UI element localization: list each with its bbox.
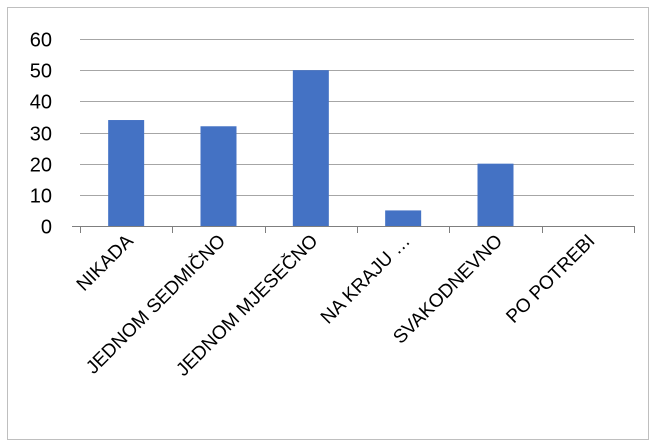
x-tick-label: PO POTREBI <box>502 231 599 328</box>
y-axis-tick-labels: 0 10 20 30 40 50 60 <box>30 30 52 239</box>
bar <box>292 70 329 227</box>
y-tick-label: 10 <box>30 186 52 208</box>
y-tick-label: 0 <box>41 217 52 239</box>
bar-series <box>108 70 514 227</box>
bar <box>200 126 237 226</box>
gridlines <box>80 39 634 196</box>
x-tick-label: NA KRAJU … <box>317 231 415 329</box>
x-tick-label: NIKADA <box>73 230 138 295</box>
bar <box>477 163 514 226</box>
y-tick-label: 40 <box>30 92 52 114</box>
y-tick-label: 20 <box>30 155 52 177</box>
bar <box>385 210 422 226</box>
y-tick-label: 50 <box>30 61 52 83</box>
bar <box>108 120 145 226</box>
y-tick-label: 60 <box>30 30 52 52</box>
y-tick-label: 30 <box>30 124 52 146</box>
axes <box>72 226 635 233</box>
